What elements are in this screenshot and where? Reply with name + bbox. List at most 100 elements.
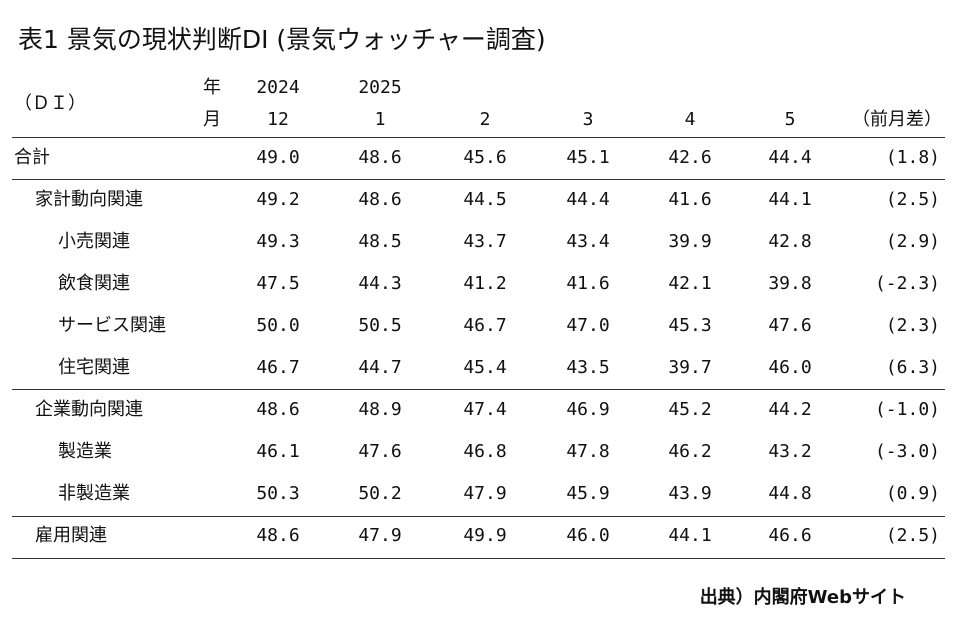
item-label: 非製造業 [58,483,130,504]
cell: 43.5 [566,357,610,378]
title: 表1 景気の現状判断DI (景気ウォッチャー調査) [18,25,546,54]
diff-cell: (-1.0) [874,399,940,420]
total-label: 合計 [14,147,50,168]
diff-cell: (2.9) [885,231,940,252]
cell: 46.0 [566,525,610,546]
cell: 49.0 [256,147,300,168]
cell: 49.2 [256,189,300,210]
cell: 42.1 [668,273,712,294]
cell: 48.6 [256,525,300,546]
cell: 48.5 [358,231,402,252]
cell: 46.7 [463,315,507,336]
cell: 41.6 [566,273,610,294]
cell: 50.5 [358,315,402,336]
cell: 39.9 [668,231,712,252]
cell: 43.9 [668,483,712,504]
year: 2024 [256,77,300,98]
cell: 41.2 [463,273,507,294]
cell: 41.6 [668,189,712,210]
cell: 46.9 [566,399,610,420]
cell: 44.7 [358,357,402,378]
diff-cell: (1.8) [885,147,940,168]
cell: 45.1 [566,147,610,168]
month: 12 [267,109,289,130]
cell: 44.3 [358,273,402,294]
cell: 50.2 [358,483,402,504]
diff-cell: (2.5) [885,189,940,210]
cell: 49.3 [256,231,300,252]
cell: 45.4 [463,357,507,378]
diff-cell: (6.3) [885,357,940,378]
diff-cell: (2.3) [885,315,940,336]
cell: 47.6 [768,315,812,336]
month: 4 [684,109,696,130]
cell: 46.7 [256,357,300,378]
cell: 46.8 [463,441,507,462]
diff-header: （前月差） [852,109,942,130]
cell: 48.6 [358,189,402,210]
cell: 50.0 [256,315,300,336]
cell: 47.9 [358,525,402,546]
rule [12,389,945,390]
month: 1 [374,109,386,130]
month: 5 [784,109,796,130]
diff-cell: (0.9) [885,483,940,504]
year: 2025 [358,77,402,98]
cell: 44.4 [566,189,610,210]
item-label: 製造業 [58,441,112,462]
cell: 50.3 [256,483,300,504]
group-label: 企業動向関連 [35,399,143,420]
cell: 47.4 [463,399,507,420]
cell: 42.8 [768,231,812,252]
cell: 48.6 [358,147,402,168]
cell: 43.7 [463,231,507,252]
month-mark: 月 [203,109,221,130]
cell: 46.6 [768,525,812,546]
cell: 39.7 [668,357,712,378]
cell: 47.5 [256,273,300,294]
cell: 47.9 [463,483,507,504]
cell: 45.6 [463,147,507,168]
rule [12,137,945,138]
cell: 42.6 [668,147,712,168]
cell: 46.0 [768,357,812,378]
cell: 45.9 [566,483,610,504]
diff-cell: (-2.3) [874,273,940,294]
cell: 46.2 [668,441,712,462]
source: 出典）内閣府Webサイト [699,587,906,608]
cell: 49.9 [463,525,507,546]
item-label: 小売関連 [58,231,130,252]
item-label: 飲食関連 [58,273,130,294]
diff-cell: (-3.0) [874,441,940,462]
cell: 45.3 [668,315,712,336]
cell: 44.8 [768,483,812,504]
cell: 47.6 [358,441,402,462]
cell: 48.6 [256,399,300,420]
rule [12,558,945,559]
month: 3 [582,109,594,130]
item-label: サービス関連 [58,315,166,336]
month: 2 [479,109,491,130]
cell: 44.2 [768,399,812,420]
cell: 46.1 [256,441,300,462]
cell: 43.2 [768,441,812,462]
cell: 45.2 [668,399,712,420]
diff-cell: (2.5) [885,525,940,546]
year-mark: 年 [203,77,221,98]
cell: 39.8 [768,273,812,294]
cell: 44.5 [463,189,507,210]
group-label: 家計動向関連 [35,189,143,210]
group-label: 雇用関連 [35,525,107,546]
cell: 44.1 [768,189,812,210]
rule [12,179,945,180]
cell: 43.4 [566,231,610,252]
cell: 47.8 [566,441,610,462]
cell: 44.4 [768,147,812,168]
item-label: 住宅関連 [58,357,130,378]
unit-label: （ＤＩ） [14,93,86,114]
cell: 44.1 [668,525,712,546]
cell: 48.9 [358,399,402,420]
cell: 47.0 [566,315,610,336]
rule [12,516,945,517]
